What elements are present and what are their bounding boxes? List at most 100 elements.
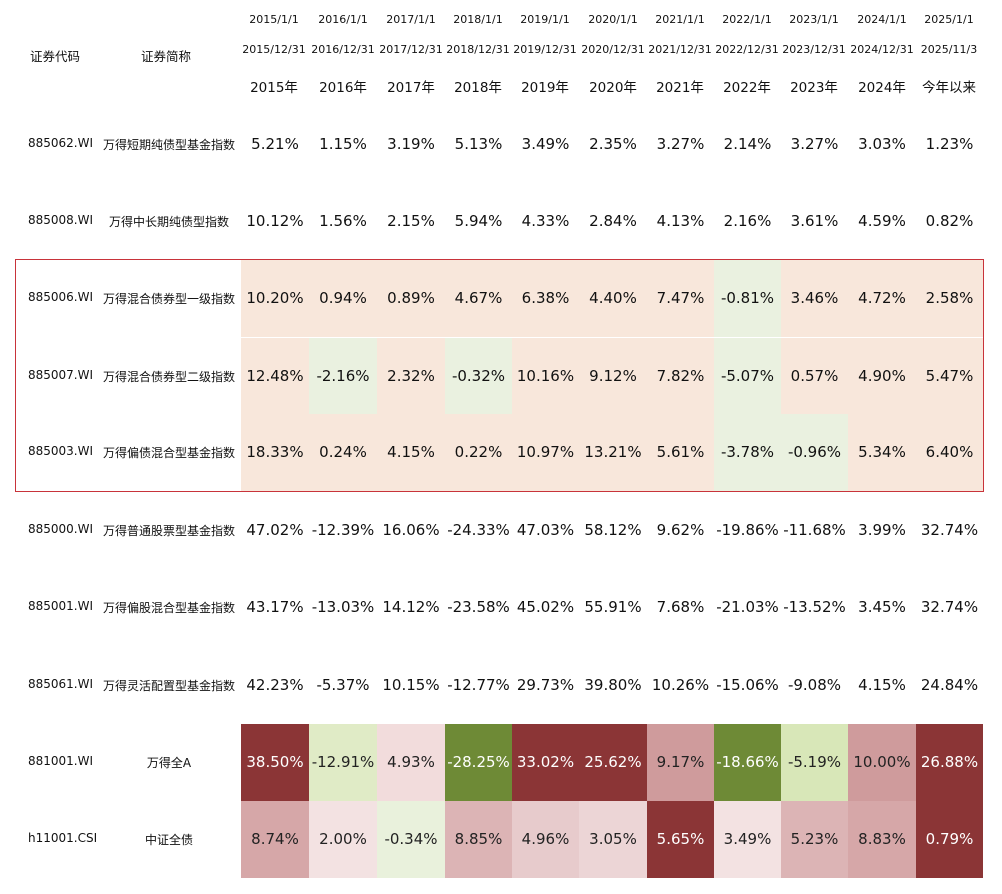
period-end-date: 2015/12/31 <box>242 43 306 56</box>
return-value: 10.12% <box>246 212 304 230</box>
security-name: 万得偏股混合型基金指数 <box>102 601 235 615</box>
return-cell: 5.47% <box>916 337 983 415</box>
return-value: 4.59% <box>858 212 906 230</box>
return-cell: 8.83% <box>848 800 916 878</box>
period-year-label: 今年以来 <box>922 80 976 96</box>
return-cell: 2.14% <box>714 106 781 183</box>
return-cell: 4.67% <box>445 259 512 337</box>
return-cell: 5.34% <box>848 413 916 491</box>
return-value: -9.08% <box>787 676 842 694</box>
security-name: 万得偏债混合型基金指数 <box>102 446 235 460</box>
return-cell: 7.82% <box>647 337 714 415</box>
return-value: 9.17% <box>656 753 705 771</box>
return-value: 4.13% <box>656 212 705 230</box>
return-value: 5.21% <box>251 135 299 153</box>
return-value: 4.15% <box>387 443 435 461</box>
return-value: 9.12% <box>589 367 637 385</box>
period-end-date: 2024/12/31 <box>850 43 914 56</box>
period-start-date: 2023/1/1 <box>789 13 839 26</box>
return-cell: 13.21% <box>579 413 647 491</box>
return-value: 12.48% <box>246 367 304 385</box>
return-cell: 1.56% <box>309 183 377 260</box>
return-cell: 10.97% <box>512 413 579 491</box>
security-code: 885008.WI <box>28 213 94 227</box>
return-cell: -18.66% <box>714 723 781 801</box>
return-value: 33.02% <box>516 753 575 771</box>
return-cell: 58.12% <box>579 492 647 569</box>
return-value: 47.03% <box>516 521 575 539</box>
return-value: 4.40% <box>589 289 637 307</box>
return-cell: 3.19% <box>377 106 445 183</box>
period-year-label: 2016年 <box>319 80 367 96</box>
period-year-label: 2020年 <box>589 80 637 96</box>
return-cell: 5.94% <box>445 183 512 260</box>
return-value: 3.19% <box>387 135 435 153</box>
return-value: 2.58% <box>925 289 974 307</box>
period-end-date: 2021/12/31 <box>648 43 712 56</box>
period-end-date: 2020/12/31 <box>581 43 645 56</box>
return-cell: 1.23% <box>916 106 983 183</box>
period-year-label: 2023年 <box>790 80 838 96</box>
return-value: 2.15% <box>387 212 435 230</box>
return-value: 39.80% <box>584 676 642 694</box>
security-code: h11001.CSI <box>28 831 98 845</box>
return-cell: 5.13% <box>445 106 512 183</box>
return-value: 7.68% <box>656 598 705 616</box>
return-cell: 3.46% <box>781 259 848 337</box>
return-cell: 2.16% <box>714 183 781 260</box>
return-value: 2.84% <box>589 212 637 230</box>
return-cell: -12.39% <box>309 492 377 569</box>
return-value: 0.22% <box>454 443 503 461</box>
security-name: 万得全A <box>146 756 192 770</box>
return-cell: 47.03% <box>512 492 579 569</box>
return-value: 3.05% <box>589 830 637 848</box>
return-cell: 10.16% <box>512 337 579 415</box>
period-start-date: 2017/1/1 <box>386 13 436 26</box>
return-value: -24.33% <box>447 521 510 539</box>
period-start-date: 2019/1/1 <box>520 13 570 26</box>
return-cell: 47.02% <box>241 492 309 569</box>
return-cell: 10.00% <box>848 723 916 801</box>
return-cell: 4.40% <box>579 259 647 337</box>
return-value: 0.82% <box>925 212 974 230</box>
return-value: 0.24% <box>319 443 367 461</box>
return-value: 45.02% <box>516 598 575 616</box>
return-value: 24.84% <box>920 676 979 694</box>
security-code: 885003.WI <box>28 444 94 458</box>
period-year-label: 2019年 <box>521 80 569 96</box>
return-cell: 29.73% <box>512 647 579 724</box>
return-cell: 4.96% <box>512 800 579 878</box>
return-value: 0.57% <box>790 367 839 385</box>
return-cell: -11.68% <box>781 492 848 569</box>
return-cell: 5.23% <box>781 800 848 878</box>
return-value: 25.62% <box>584 753 642 771</box>
return-cell: 5.65% <box>647 800 714 878</box>
return-value: 55.91% <box>584 598 642 616</box>
return-cell: 12.48% <box>241 337 309 415</box>
return-value: 16.06% <box>382 521 440 539</box>
return-value: -12.91% <box>311 753 375 771</box>
return-cell: 42.23% <box>241 647 309 724</box>
return-cell: 3.99% <box>848 492 916 569</box>
return-cell: 3.05% <box>579 800 647 878</box>
return-cell: -28.25% <box>445 723 512 801</box>
return-cell: -5.37% <box>309 647 377 724</box>
security-name: 万得混合债券型一级指数 <box>102 292 235 306</box>
return-cell: 7.68% <box>647 569 714 646</box>
return-cell: 4.93% <box>377 723 445 801</box>
return-value: 1.15% <box>319 135 367 153</box>
return-cell: 24.84% <box>916 647 983 724</box>
return-value: 6.38% <box>521 289 570 307</box>
return-cell: 10.12% <box>241 183 309 260</box>
return-value: 5.94% <box>454 212 503 230</box>
return-value: -13.52% <box>783 598 846 616</box>
return-value: 32.74% <box>920 521 979 539</box>
return-value: 3.03% <box>858 135 906 153</box>
return-cell: 3.45% <box>848 569 916 646</box>
return-value: 58.12% <box>584 521 642 539</box>
return-cell: 16.06% <box>377 492 445 569</box>
return-cell: -0.34% <box>377 800 445 878</box>
period-end-date: 2025/11/3 <box>920 43 978 56</box>
return-value: -18.66% <box>716 753 779 771</box>
return-value: -12.39% <box>311 521 375 539</box>
